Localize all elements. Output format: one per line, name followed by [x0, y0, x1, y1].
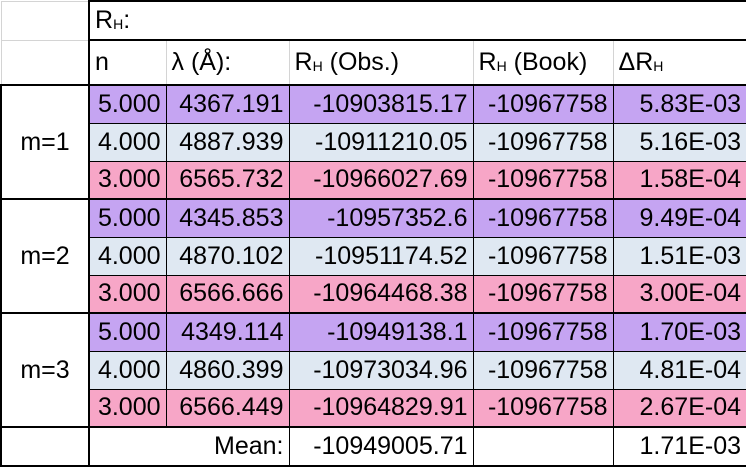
cell-n[interactable]: 3.000 [88, 274, 166, 314]
mean-delta[interactable]: 1.71E-03 [613, 426, 746, 467]
table-row: m=3 5.000 4349.114 -10949138.1 -10967758… [0, 312, 746, 428]
cell-delta[interactable]: 2.67E-04 [612, 388, 746, 428]
cell-delta[interactable]: 1.58E-04 [612, 160, 746, 200]
cell-book[interactable]: -10967758 [472, 312, 613, 351]
cell-obs[interactable]: -10964829.91 [288, 388, 473, 428]
header-n[interactable]: n [88, 39, 167, 86]
table-row: 4.000 4870.102 -10951174.52 -10967758 1.… [1, 236, 746, 275]
cell-obs[interactable]: -10957352.6 [288, 198, 473, 237]
header-obs-main: R [294, 48, 313, 76]
cell-obs[interactable]: -10973034.96 [288, 350, 473, 389]
cell-delta[interactable]: 5.16E-03 [612, 122, 746, 161]
cell-book[interactable]: -10967758 [472, 160, 613, 200]
mean-label[interactable]: Mean: [166, 426, 290, 467]
group-label-m3[interactable]: m=3 [0, 312, 90, 428]
corner-cell[interactable] [0, 0, 90, 41]
header-lambda[interactable]: λ (Å): [165, 39, 290, 86]
cell-delta[interactable]: 4.81E-04 [612, 350, 746, 389]
cell-n[interactable]: 4.000 [88, 236, 166, 275]
cell-obs[interactable]: -10949138.1 [288, 312, 473, 351]
cell-lambda[interactable]: 4345.853 [165, 198, 289, 237]
header-blank-cell[interactable] [0, 39, 90, 86]
header-delta[interactable]: ΔRH [612, 39, 746, 86]
cell-obs[interactable]: -10951174.52 [288, 236, 473, 275]
mean-blank-1[interactable] [0, 426, 90, 467]
header-obs[interactable]: RH (Obs.) [288, 39, 474, 86]
cell-n[interactable]: 5.000 [88, 84, 166, 123]
cell-n[interactable]: 3.000 [88, 388, 166, 428]
cell-book[interactable]: -10967758 [472, 84, 613, 123]
cell-lambda[interactable]: 4870.102 [165, 236, 289, 275]
mean-blank-2[interactable] [89, 426, 166, 467]
mean-obs[interactable]: -10949005.71 [289, 426, 474, 467]
header-obs-sub: H [312, 58, 323, 74]
cell-book[interactable]: -10967758 [472, 198, 613, 237]
mean-row: Mean: -10949005.71 1.71E-03 [0, 426, 746, 467]
header-book-main: R [478, 48, 497, 76]
cell-book[interactable]: -10967758 [472, 122, 613, 161]
title-sub: H [113, 16, 124, 32]
cell-delta[interactable]: 9.49E-04 [612, 198, 746, 237]
mean-blank-book[interactable] [473, 426, 614, 467]
cell-n[interactable]: 3.000 [88, 160, 166, 200]
table-row: 3.000 6566.449 -10964829.91 -10967758 2.… [1, 388, 746, 428]
group-label-m1[interactable]: m=1 [0, 84, 90, 200]
table-row: m=1 5.000 4367.191 -10903815.17 -1096775… [0, 84, 746, 200]
cell-delta[interactable]: 1.51E-03 [612, 236, 746, 275]
header-book[interactable]: RH (Book) [472, 39, 614, 86]
cell-obs[interactable]: -10903815.17 [288, 84, 473, 123]
title-row: RH: [0, 0, 746, 41]
cell-book[interactable]: -10967758 [472, 350, 613, 389]
cell-n[interactable]: 5.000 [88, 312, 166, 351]
table-row: 4.000 4860.399 -10973034.96 -10967758 4.… [1, 350, 746, 389]
cell-book[interactable]: -10967758 [472, 388, 613, 428]
cell-lambda[interactable]: 6566.449 [165, 388, 289, 428]
table-row: 4.000 4887.939 -10911210.05 -10967758 5.… [1, 122, 746, 161]
title-cell[interactable]: RH: [88, 0, 746, 41]
header-book-sub: H [496, 58, 507, 74]
cell-book[interactable]: -10967758 [472, 236, 613, 275]
cell-book[interactable]: -10967758 [472, 274, 613, 314]
title-suffix: : [123, 6, 131, 34]
cell-lambda[interactable]: 4349.114 [165, 312, 289, 351]
header-obs-suffix: (Obs.) [322, 48, 400, 76]
header-delta-main: ΔR [618, 48, 654, 76]
title-main: R [95, 6, 114, 34]
header-delta-sub: H [653, 58, 664, 74]
header-row: n λ (Å): RH (Obs.) RH (Book) ΔRH [0, 39, 746, 86]
cell-lambda[interactable]: 4887.939 [165, 122, 289, 161]
cell-delta[interactable]: 1.70E-03 [612, 312, 746, 351]
cell-delta[interactable]: 5.83E-03 [612, 84, 746, 123]
cell-lambda[interactable]: 4367.191 [165, 84, 289, 123]
cell-obs[interactable]: -10966027.69 [288, 160, 473, 200]
group-label-m2[interactable]: m=2 [0, 198, 90, 314]
cell-obs[interactable]: -10964468.38 [288, 274, 473, 314]
table-row: 3.000 6566.666 -10964468.38 -10967758 3.… [1, 274, 746, 314]
cell-lambda[interactable]: 6565.732 [165, 160, 289, 200]
cell-lambda[interactable]: 4860.399 [165, 350, 289, 389]
table-row: m=2 5.000 4345.853 -10957352.6 -10967758… [0, 198, 746, 314]
cell-delta[interactable]: 3.00E-04 [612, 274, 746, 314]
cell-lambda[interactable]: 6566.666 [165, 274, 289, 314]
table-row: 3.000 6565.732 -10966027.69 -10967758 1.… [1, 160, 746, 200]
cell-n[interactable]: 4.000 [88, 350, 166, 389]
header-book-suffix: (Book) [506, 48, 588, 76]
cell-n[interactable]: 4.000 [88, 122, 166, 161]
cell-n[interactable]: 5.000 [88, 198, 166, 237]
cell-obs[interactable]: -10911210.05 [288, 122, 473, 161]
